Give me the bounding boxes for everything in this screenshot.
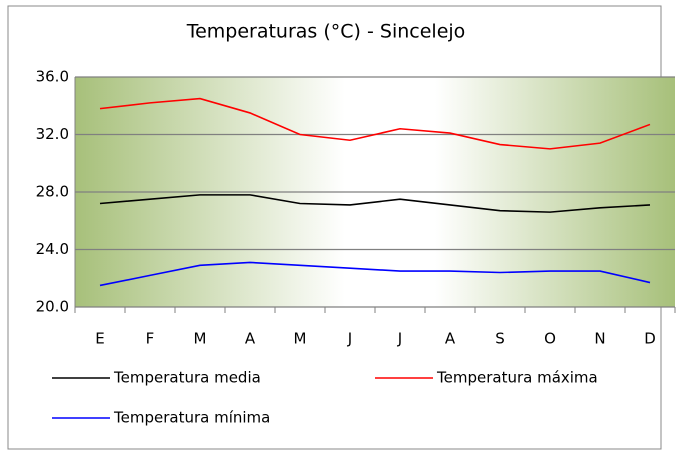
legend-label: Temperatura mínima: [113, 409, 270, 427]
y-tick-label: 24.0: [36, 240, 69, 258]
x-tick-label: N: [594, 330, 605, 348]
x-tick-label: S: [495, 330, 505, 348]
x-tick-label: J: [397, 330, 402, 348]
x-tick-label: E: [95, 330, 104, 348]
y-tick-label: 36.0: [36, 68, 69, 86]
series-line: [99, 194, 651, 213]
x-tick-label: F: [146, 330, 155, 348]
x-tick-label: D: [644, 330, 656, 348]
legend-label: Temperatura media: [113, 369, 261, 387]
x-tick-label: A: [445, 330, 456, 348]
legend-label: Temperatura máxima: [436, 369, 598, 387]
x-tick-label: M: [194, 330, 207, 348]
y-tick-label: 20.0: [36, 298, 69, 316]
x-tick-label: O: [544, 330, 556, 348]
y-tick-label: 28.0: [36, 183, 69, 201]
series-line: [99, 261, 651, 287]
x-tick-label: M: [294, 330, 307, 348]
chart-title: Temperaturas (°C) - Sincelejo: [186, 21, 466, 43]
x-tick-label: A: [245, 330, 256, 348]
series-line: [99, 97, 651, 150]
y-tick-label: 32.0: [36, 125, 69, 143]
x-tick-label: J: [347, 330, 352, 348]
